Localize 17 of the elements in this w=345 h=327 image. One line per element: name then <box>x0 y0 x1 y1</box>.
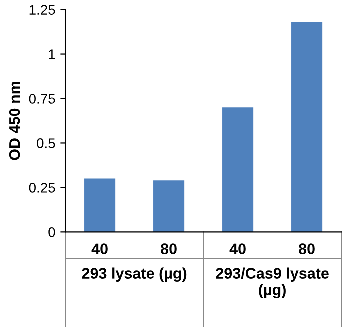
x-tick-label: 40 <box>92 244 108 255</box>
x-tick-label: 80 <box>299 244 315 255</box>
y-tick-label: 1 <box>49 50 56 60</box>
y-tick-label: 1.25 <box>30 5 56 15</box>
bar <box>154 180 185 232</box>
bar <box>292 22 323 232</box>
text: 293 lysate (µg) <box>82 268 187 282</box>
bar <box>84 178 116 232</box>
text: 293/Cas9 lysate (µg) <box>216 268 329 299</box>
bar <box>222 108 254 232</box>
y-axis-title: OD 450 nm <box>9 82 20 160</box>
y-tick-label: 0 <box>48 228 56 238</box>
y-tick-label: 0.25 <box>29 183 56 193</box>
x-tick-label: 80 <box>161 244 177 255</box>
y-tick-label: 0.75 <box>29 94 56 104</box>
x-tick-label: 40 <box>230 244 246 255</box>
y-tick-label: 0.5 <box>37 138 56 148</box>
